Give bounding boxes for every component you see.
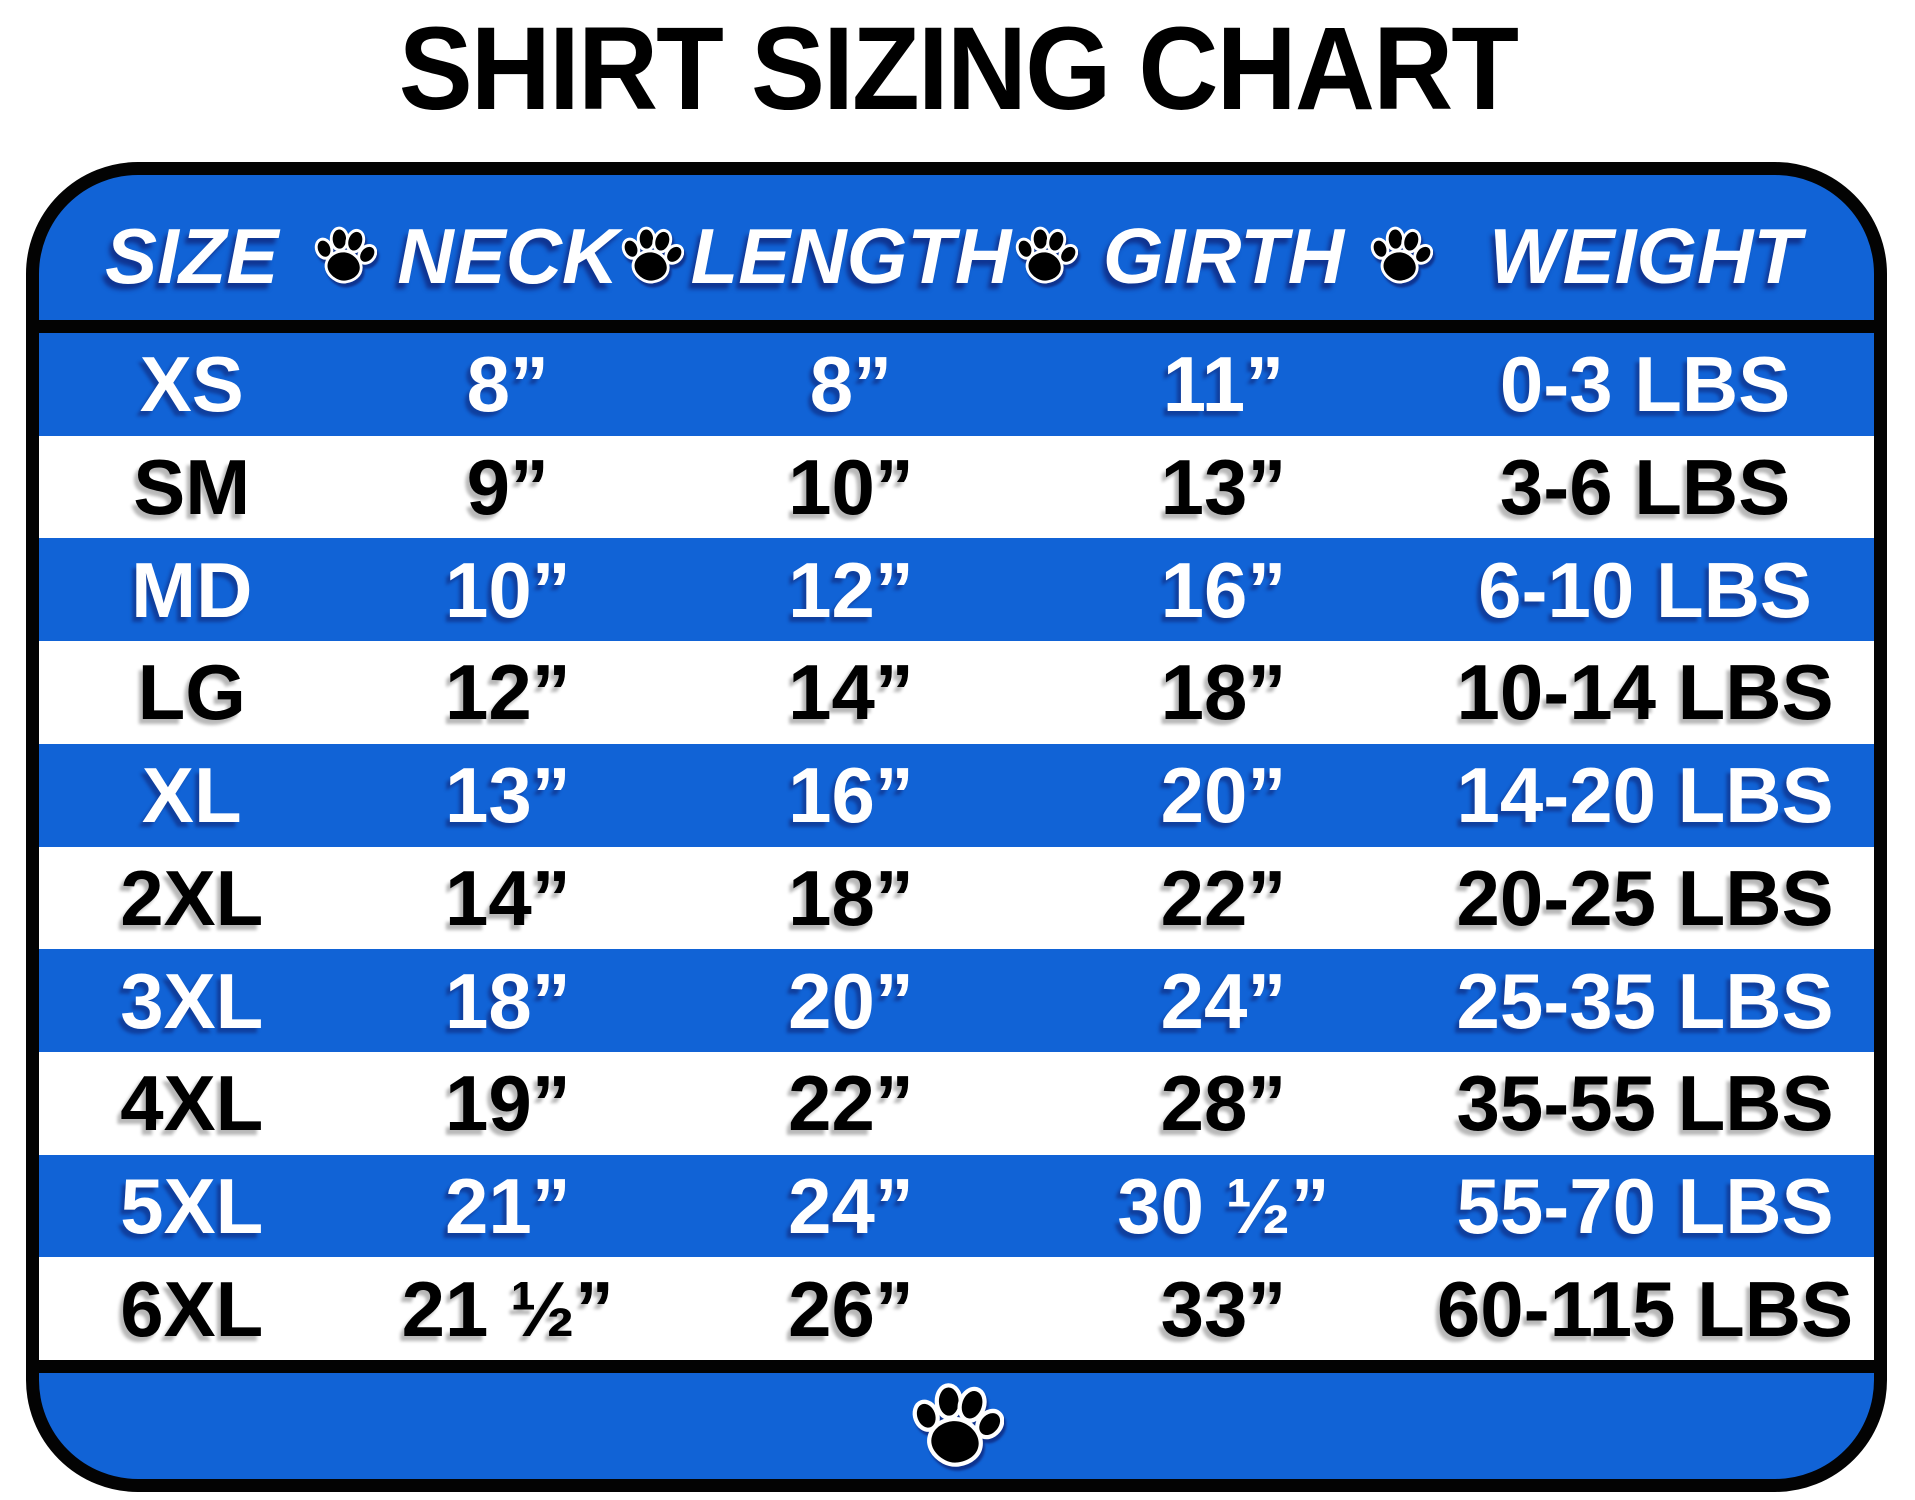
cell-length: 18” bbox=[788, 853, 914, 942]
column-header-length: LENGTH bbox=[690, 211, 1012, 300]
cell-size: LG bbox=[137, 648, 246, 737]
cell-size: XL bbox=[141, 751, 242, 840]
paw-icon bbox=[313, 223, 377, 287]
sizing-table-panel: SIZE NECK LENGTH GIRTH WEIGHT XS 8” 8” 1… bbox=[26, 162, 1887, 1492]
column-header-girth: GIRTH bbox=[1102, 211, 1345, 300]
cell-length: 14” bbox=[788, 648, 914, 737]
cell-girth: 13” bbox=[1160, 443, 1287, 532]
cell-girth: 16” bbox=[1160, 545, 1287, 634]
cell-neck: 8” bbox=[466, 340, 550, 429]
table-row-3xl: 3XL 18” 20” 24” 25-35 LBS bbox=[39, 949, 1874, 1052]
cell-size: SM bbox=[133, 443, 251, 532]
table-row-2xl: 2XL 14” 18” 22” 20-25 LBS bbox=[39, 846, 1874, 950]
cell-girth: 33” bbox=[1160, 1264, 1287, 1353]
cell-weight: 60-115 LBS bbox=[1436, 1264, 1854, 1353]
cell-weight: 10-14 LBS bbox=[1456, 648, 1834, 737]
table-header-row: SIZE NECK LENGTH GIRTH WEIGHT bbox=[39, 175, 1874, 320]
cell-size: 6XL bbox=[120, 1264, 264, 1353]
cell-neck: 9” bbox=[466, 443, 550, 532]
table-row-4xl: 4XL 19” 22” 28” 35-55 LBS bbox=[39, 1051, 1874, 1155]
cell-girth: 30 ½” bbox=[1117, 1161, 1330, 1250]
cell-weight: 14-20 LBS bbox=[1456, 751, 1834, 840]
cell-size: 4XL bbox=[120, 1059, 264, 1148]
cell-girth: 28” bbox=[1160, 1059, 1287, 1148]
cell-neck: 21 ½” bbox=[401, 1264, 615, 1353]
table-header-labels: SIZE NECK LENGTH GIRTH WEIGHT bbox=[39, 191, 1874, 320]
paw-icon bbox=[620, 223, 684, 287]
cell-weight: 55-70 LBS bbox=[1456, 1161, 1834, 1250]
cell-length: 26” bbox=[788, 1264, 914, 1353]
cell-girth: 18” bbox=[1160, 648, 1287, 737]
cell-weight: 0-3 LBS bbox=[1499, 340, 1791, 429]
cell-neck: 18” bbox=[444, 956, 571, 1045]
cell-length: 24” bbox=[788, 1161, 914, 1250]
cell-neck: 10” bbox=[444, 545, 571, 634]
table-row-xl: XL 13” 16” 20” 14-20 LBS bbox=[39, 743, 1874, 847]
cell-length: 22” bbox=[788, 1059, 914, 1148]
column-header-neck: NECK bbox=[397, 211, 619, 300]
cell-weight: 3-6 LBS bbox=[1499, 443, 1791, 532]
column-header-size: SIZE bbox=[105, 211, 279, 300]
cell-size: 2XL bbox=[120, 853, 264, 942]
cell-weight: 20-25 LBS bbox=[1456, 853, 1834, 942]
paw-icon bbox=[909, 1379, 1005, 1473]
cell-length: 20” bbox=[788, 956, 914, 1045]
cell-length: 8” bbox=[809, 340, 893, 429]
table-row-xs: XS 8” 8” 11” 0-3 LBS bbox=[39, 333, 1874, 436]
page-title-text: SHIRT SIZING CHART bbox=[398, 3, 1518, 135]
cell-size: XS bbox=[139, 340, 244, 429]
cell-neck: 12” bbox=[444, 648, 571, 737]
cell-neck: 21” bbox=[444, 1161, 571, 1250]
table-body: XS 8” 8” 11” 0-3 LBS SM 9” 10” 13” 3-6 L… bbox=[39, 333, 1874, 1361]
table-footer bbox=[39, 1373, 1874, 1479]
table-row-lg: LG 12” 14” 18” 10-14 LBS bbox=[39, 641, 1874, 744]
cell-neck: 13” bbox=[444, 751, 571, 840]
cell-girth: 22” bbox=[1160, 853, 1287, 942]
cell-size: MD bbox=[131, 545, 253, 634]
page-title: SHIRT SIZING CHART bbox=[0, 10, 1915, 128]
table-row-sm: SM 9” 10” 13” 3-6 LBS bbox=[39, 435, 1874, 539]
header-divider bbox=[39, 320, 1874, 333]
cell-neck: 19” bbox=[444, 1059, 571, 1148]
cell-length: 10” bbox=[788, 443, 914, 532]
cell-neck: 14” bbox=[444, 853, 571, 942]
paw-icon bbox=[1014, 223, 1078, 287]
cell-weight: 6-10 LBS bbox=[1478, 545, 1812, 634]
table-row-6xl: 6XL 21 ½” 26” 33” 60-115 LBS bbox=[39, 1257, 1874, 1361]
paw-icon bbox=[1369, 223, 1433, 287]
cell-girth: 24” bbox=[1160, 956, 1287, 1045]
footer-divider bbox=[39, 1360, 1874, 1373]
cell-size: 3XL bbox=[120, 956, 264, 1045]
cell-weight: 25-35 LBS bbox=[1456, 956, 1834, 1045]
cell-length: 16” bbox=[788, 751, 914, 840]
table-row-5xl: 5XL 21” 24” 30 ½” 55-70 LBS bbox=[39, 1154, 1874, 1258]
table-row-md: MD 10” 12” 16” 6-10 LBS bbox=[39, 538, 1874, 642]
cell-length: 12” bbox=[788, 545, 914, 634]
cell-size: 5XL bbox=[120, 1161, 264, 1250]
column-header-weight: WEIGHT bbox=[1489, 211, 1802, 300]
cell-girth: 11” bbox=[1162, 340, 1285, 429]
cell-girth: 20” bbox=[1160, 751, 1287, 840]
cell-weight: 35-55 LBS bbox=[1456, 1059, 1834, 1148]
